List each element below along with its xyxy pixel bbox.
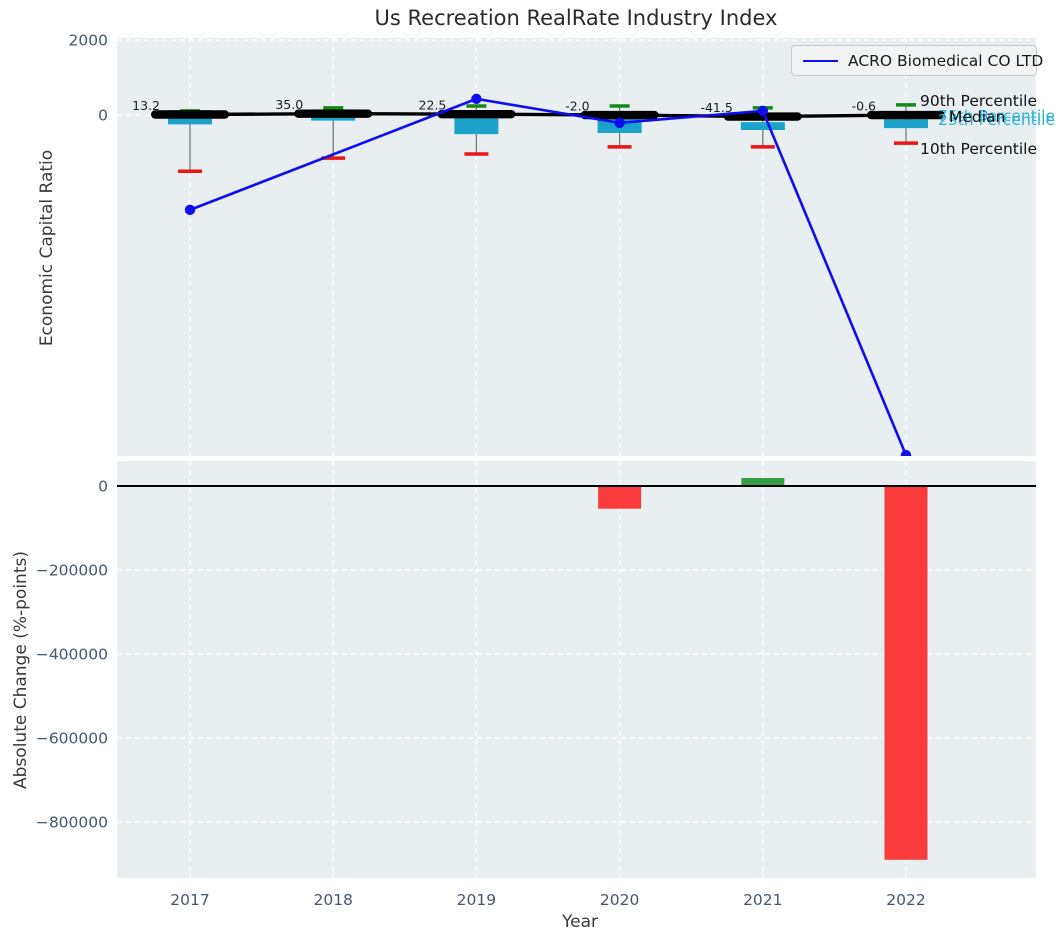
legend-line-swatch-icon — [803, 59, 838, 62]
median-capsule — [294, 109, 373, 118]
change-bar — [598, 486, 642, 509]
company-line-marker — [614, 117, 625, 129]
change-bar — [884, 486, 928, 860]
change-bar — [741, 478, 785, 486]
interquartile-box — [740, 122, 785, 130]
bottom-y-axis-label: Absolute Change (%-points) — [11, 551, 31, 789]
x-tick-label: 2018 — [313, 891, 352, 909]
bottom-plot-background — [117, 461, 1036, 878]
top-y-axis-label: Economic Capital Ratio — [37, 149, 57, 347]
top-y-tick-label: 2000 — [69, 32, 108, 50]
median-capsule — [867, 110, 945, 120]
legend: ACRO Biomedical CO LTD — [791, 45, 1043, 76]
company-line-marker — [900, 449, 912, 456]
median-capsule — [723, 112, 802, 121]
side-label-90th-percentile: 90th Percentile — [920, 92, 1038, 110]
median-value-annotation: -41.5 — [700, 100, 732, 115]
x-tick-label: 2019 — [457, 891, 496, 909]
top-y-tick-label: 0 — [98, 107, 108, 125]
side-label-75th-percentile: 75th Percentile — [938, 107, 1056, 125]
median-capsule — [151, 110, 229, 119]
legend-label: ACRO Biomedical CO LTD — [848, 51, 1044, 70]
x-tick-label: 2017 — [170, 891, 209, 909]
side-label-10th-percentile: 10th Percentile — [920, 140, 1038, 158]
x-tick-label: 2020 — [600, 891, 639, 909]
median-value-annotation: 13.2 — [132, 98, 160, 113]
median-capsule — [580, 110, 659, 120]
median-value-annotation: 22.5 — [419, 98, 447, 113]
bottom-y-tick-label: −200000 — [36, 562, 108, 580]
company-line-marker — [184, 204, 196, 216]
median-value-annotation: 35.0 — [275, 97, 303, 112]
x-tick-label: 2022 — [886, 891, 925, 909]
interquartile-box — [884, 119, 928, 129]
company-line-marker — [471, 93, 482, 105]
company-line-marker — [757, 105, 768, 117]
x-tick-label: 2021 — [743, 891, 782, 909]
median-value-annotation: -2.0 — [565, 99, 589, 114]
chart-title: Us Recreation RealRate Industry Index — [374, 6, 778, 30]
side-label-25th-percentile: 25th Percentile — [938, 111, 1056, 129]
interquartile-box — [454, 115, 499, 135]
side-label-median: Median — [949, 108, 1006, 126]
x-axis-label: Year — [562, 912, 598, 932]
top-plot-group — [151, 93, 945, 456]
median-value-annotation: -0.6 — [852, 99, 876, 114]
bottom-y-tick-label: −600000 — [36, 730, 108, 748]
top-plot-background — [117, 38, 1036, 456]
bottom-plot-group — [598, 478, 928, 860]
bottom-y-tick-label: 0 — [98, 478, 108, 496]
bottom-y-tick-label: −800000 — [36, 814, 108, 832]
median-capsule — [437, 109, 516, 119]
bottom-y-tick-label: −400000 — [36, 646, 108, 664]
